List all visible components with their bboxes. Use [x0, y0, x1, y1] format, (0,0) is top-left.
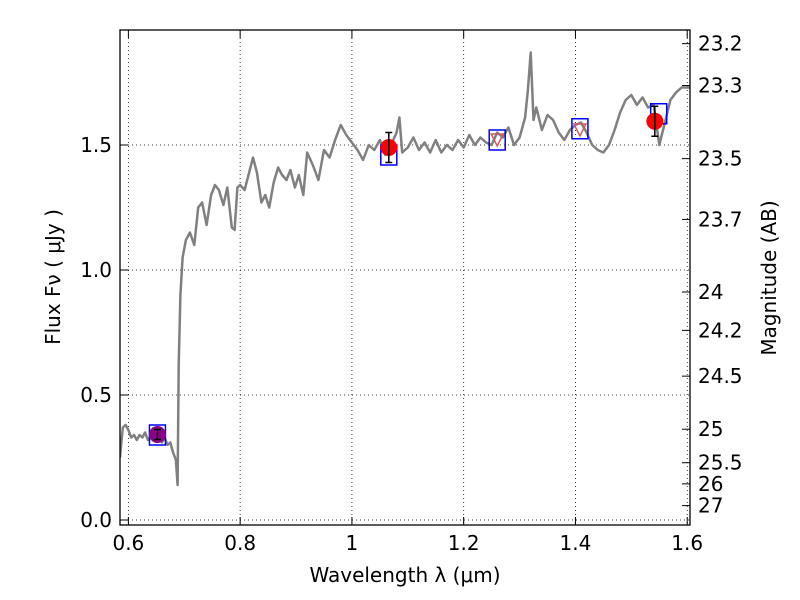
mag-tick-label: 25.5	[698, 451, 743, 475]
x-tick-label: 1.4	[560, 531, 592, 555]
triangle-marker	[572, 123, 588, 138]
mag-tick-label: 24.5	[698, 364, 743, 388]
plot-frame	[119, 29, 691, 526]
axis-ticks: 0.6 0.8 1 1.2 1.4 1.6 0.0 0.5 1.0 1.5 23.2 23.3 23.5…	[80, 30, 743, 555]
x-tick-label: 0.8	[224, 531, 256, 555]
mag-tick-label: 23.2	[698, 32, 743, 56]
plot-area	[120, 51, 690, 487]
y-tick-label: 0.5	[80, 383, 112, 407]
x-tick-label: 0.6	[112, 531, 144, 555]
mag-tick-label: 23.3	[698, 74, 743, 98]
mag-tick-label: 23.7	[698, 207, 743, 231]
x-tick-label: 1	[346, 531, 359, 555]
x-axis-label: Wavelength λ (μm)	[309, 563, 500, 587]
mag-tick-label: 24	[698, 280, 723, 304]
y-tick-label: 1.5	[80, 133, 112, 157]
y-tick-label: 1.0	[80, 258, 112, 282]
y-axis-label: Flux Fν ( μJy )	[41, 209, 65, 345]
y-tick-label: 0.0	[80, 508, 112, 532]
grid	[120, 30, 690, 525]
plot-background	[120, 30, 690, 525]
mag-tick-label: 23.5	[698, 147, 743, 171]
mag-tick-label: 25	[698, 417, 723, 441]
mag-tick-label: 26	[698, 472, 723, 496]
model-square-marker	[488, 129, 506, 151]
y2-axis-label: Magnitude (AB)	[757, 200, 781, 355]
x-tick-label: 1.2	[448, 531, 480, 555]
model-square-marker	[571, 118, 589, 140]
triangle-marker	[489, 133, 505, 148]
mag-tick-label: 27	[698, 494, 723, 518]
mag-tick-label: 24.2	[698, 318, 743, 342]
x-tick-label: 1.6	[671, 531, 703, 555]
